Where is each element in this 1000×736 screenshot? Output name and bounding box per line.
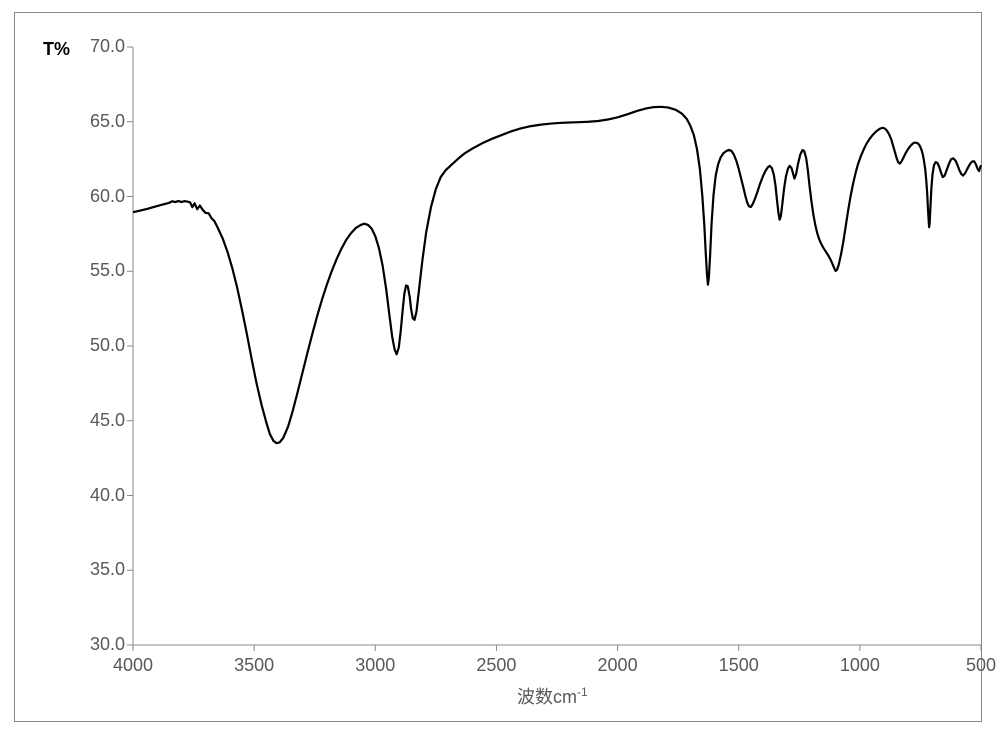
y-tick-label: 70.0 <box>73 36 125 57</box>
x-axis-title-sup: -1 <box>577 685 588 699</box>
ir-spectrum-plot <box>15 13 983 659</box>
y-tick-label: 40.0 <box>73 485 125 506</box>
x-axis-title: 波数cm-1 <box>517 683 588 709</box>
y-tick-label: 35.0 <box>73 559 125 580</box>
x-tick-label: 1000 <box>840 655 880 676</box>
x-tick-label: 2500 <box>476 655 516 676</box>
spectrum-line <box>133 107 981 443</box>
x-tick-label: 4000 <box>113 655 153 676</box>
y-tick-label: 45.0 <box>73 410 125 431</box>
x-tick-label: 2000 <box>598 655 638 676</box>
y-tick-label: 55.0 <box>73 260 125 281</box>
y-tick-label: 65.0 <box>73 111 125 132</box>
x-tick-label: 500 <box>966 655 996 676</box>
y-tick-label: 30.0 <box>73 634 125 655</box>
x-axis-title-text: 波数cm <box>517 687 577 707</box>
y-tick-label: 50.0 <box>73 335 125 356</box>
x-tick-label: 3000 <box>355 655 395 676</box>
y-tick-label: 60.0 <box>73 186 125 207</box>
chart-outer-frame: T% 30.035.040.045.050.055.060.065.070.0 … <box>14 12 982 722</box>
x-tick-label: 1500 <box>719 655 759 676</box>
x-tick-label: 3500 <box>234 655 274 676</box>
